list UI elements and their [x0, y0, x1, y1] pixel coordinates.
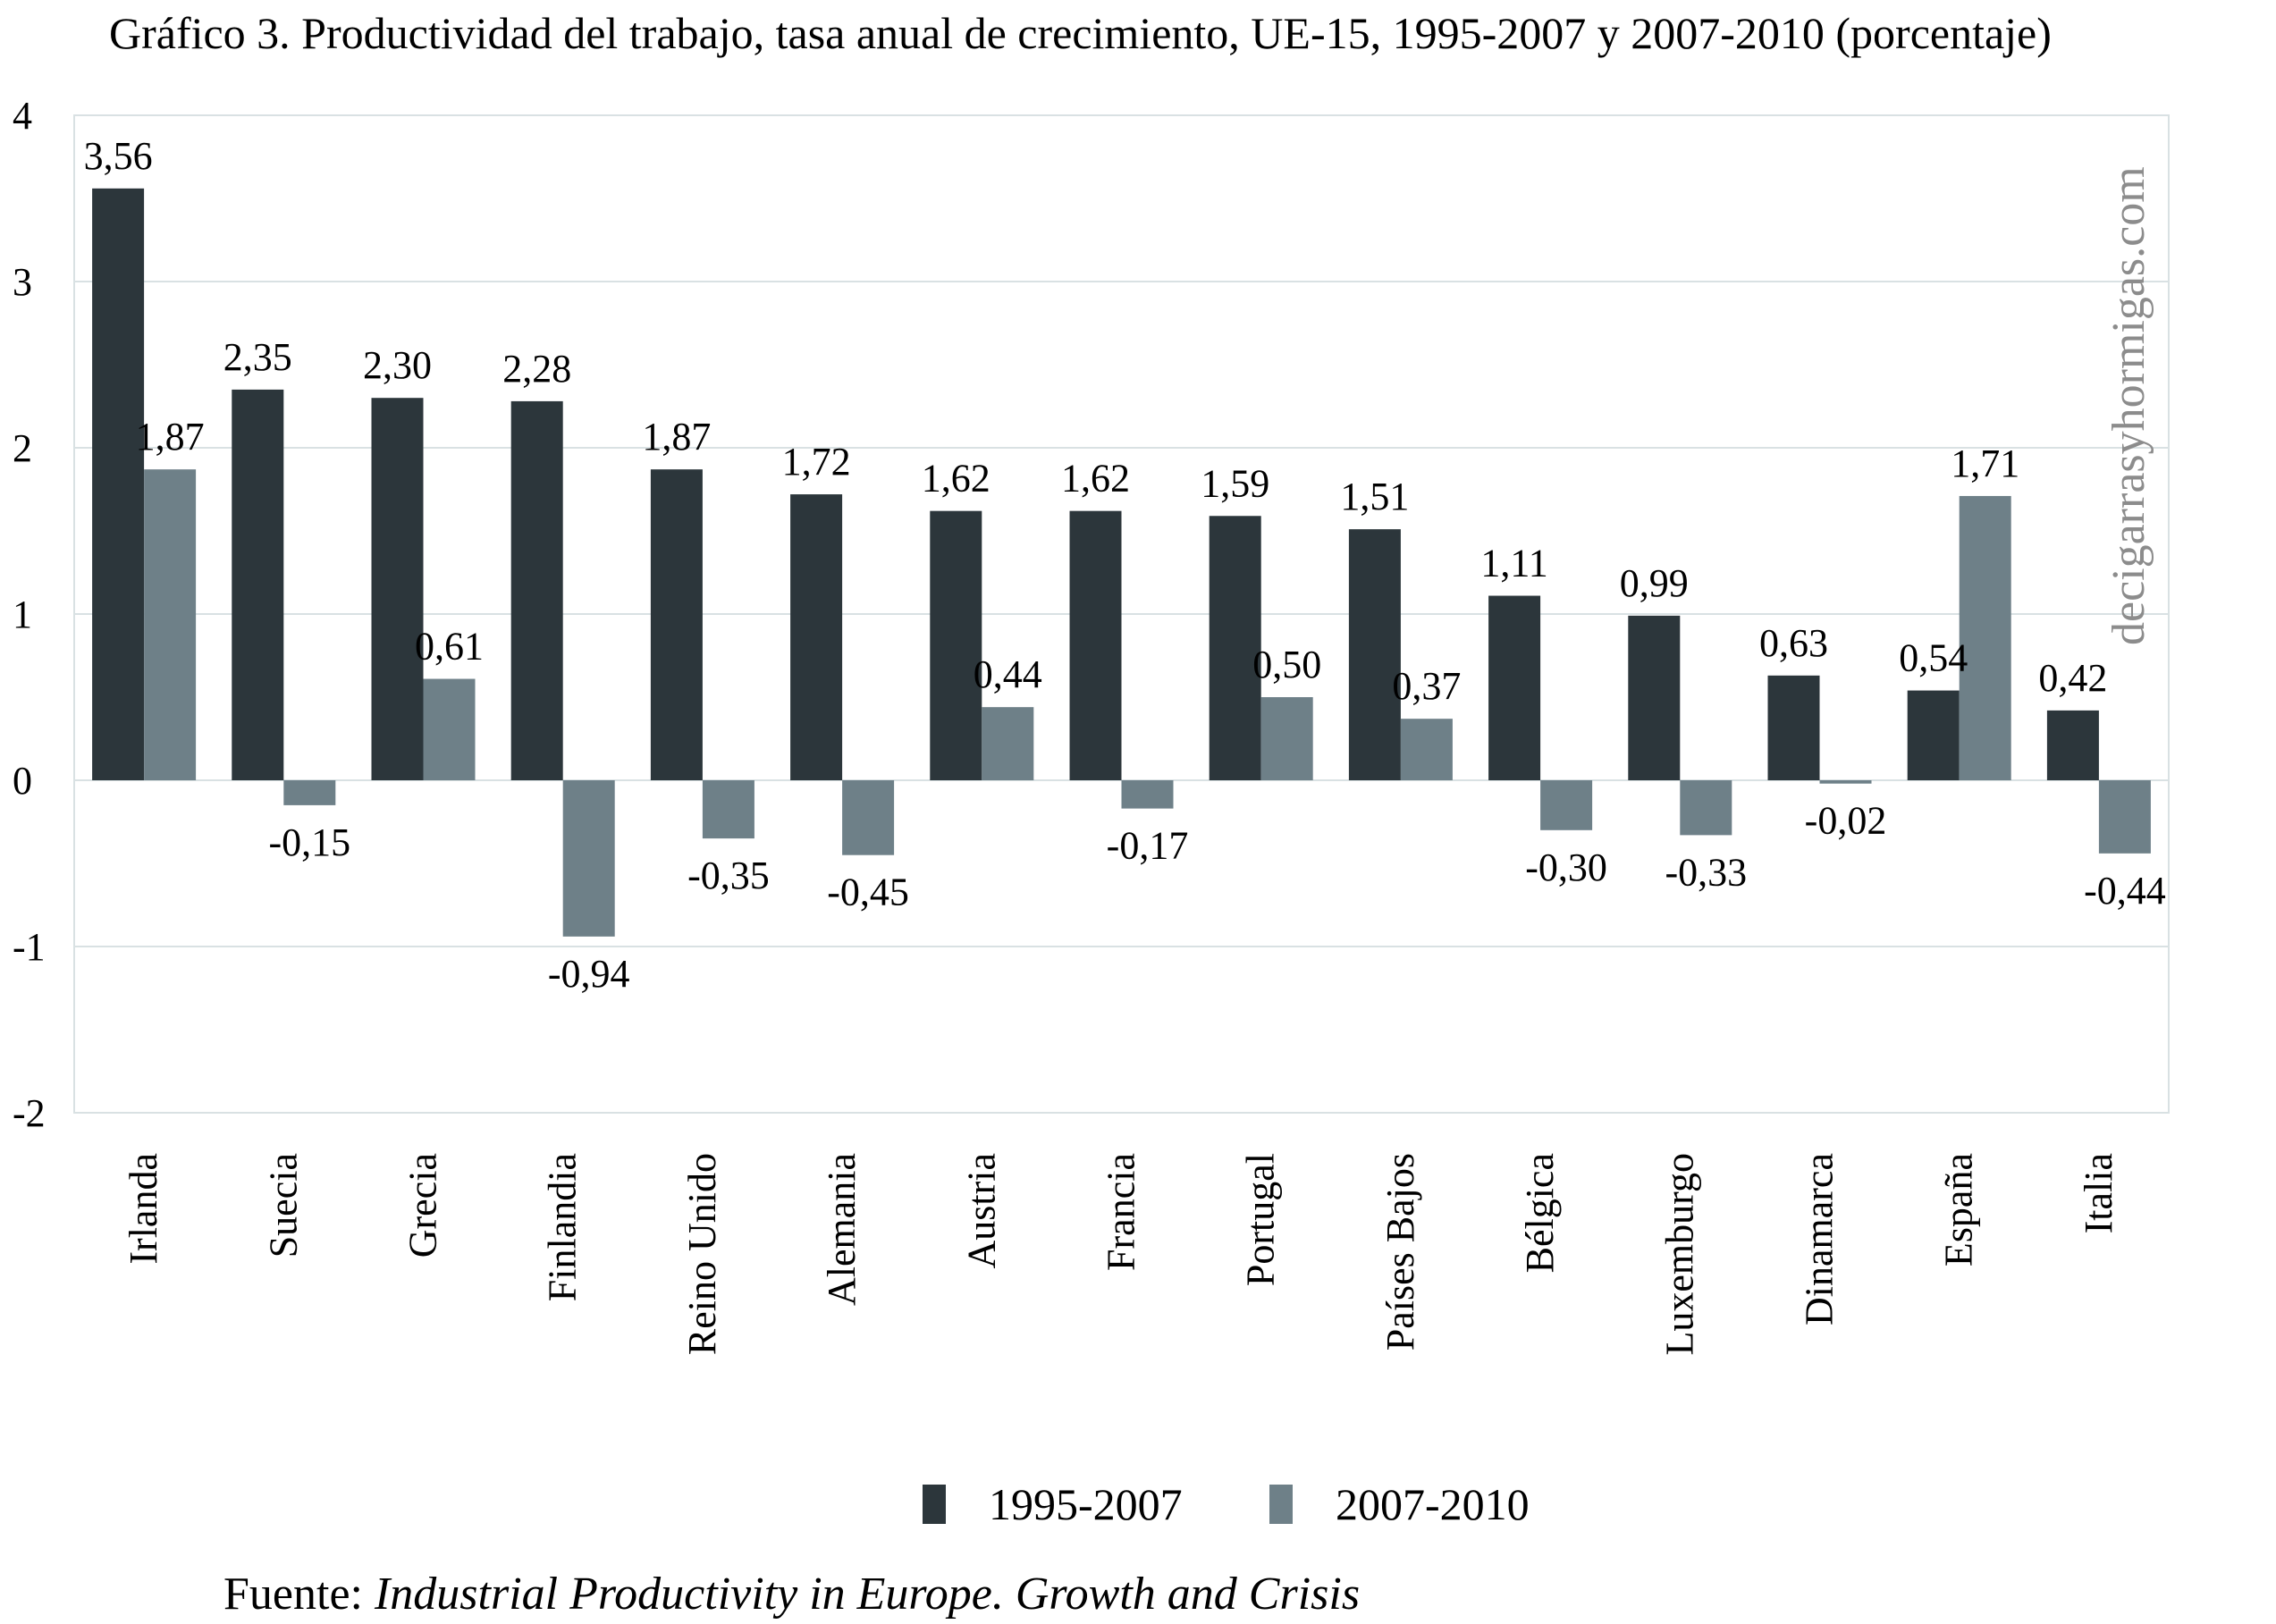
data-label: -0,44: [2084, 869, 2166, 913]
x-tick-label: Irlanda: [122, 1153, 165, 1265]
bar-2007-2010: [1680, 780, 1732, 836]
data-label: -0,30: [1525, 846, 1607, 889]
bar-2007-2010: [1540, 780, 1593, 830]
x-tick-label: Italia: [2077, 1153, 2120, 1233]
bar-1995-2007: [232, 389, 284, 780]
x-tick-label: Portugal: [1239, 1153, 1283, 1286]
bar-2007-2010: [1260, 697, 1313, 780]
data-label: 1,62: [1061, 457, 1130, 501]
bar-1995-2007: [930, 510, 982, 780]
bar-1995-2007: [1767, 675, 1820, 780]
x-tick-label: Austria: [959, 1153, 1003, 1269]
data-label: -0,02: [1805, 799, 1887, 843]
bar-1995-2007: [1209, 516, 1261, 780]
data-label: 0,42: [2038, 656, 2107, 700]
source-title: Industrial Productivity in Europe. Growt…: [374, 1569, 1360, 1620]
data-label: -0,45: [827, 871, 909, 914]
data-label: 0,44: [974, 652, 1042, 696]
data-label: 2,28: [502, 347, 571, 391]
source-note: Fuente: Industrial Productivity in Europ…: [223, 1569, 1360, 1620]
data-label: 1,87: [136, 415, 205, 459]
data-label: 0,61: [415, 625, 484, 669]
x-tick-label: Finlandia: [541, 1153, 585, 1301]
bar-2007-2010: [702, 780, 754, 839]
bar-2007-2010: [283, 780, 336, 805]
x-tick-label: Suecia: [261, 1153, 305, 1258]
data-label: -0,94: [548, 952, 630, 996]
x-tick-label: Bélgica: [1518, 1153, 1562, 1273]
data-label: 3,56: [84, 134, 153, 178]
data-label: -0,33: [1665, 850, 1747, 894]
data-label: -0,15: [268, 820, 350, 864]
bar-1995-2007: [650, 469, 703, 780]
bars: [92, 188, 2151, 937]
bar-2007-2010: [144, 469, 197, 780]
data-label: 1,11: [1480, 542, 1547, 585]
data-label: 1,87: [642, 415, 711, 459]
data-label: -0,35: [687, 854, 770, 897]
data-label: 0,54: [1899, 636, 1968, 680]
legend-swatch-1995-2007: [923, 1485, 946, 1524]
x-tick-label: Reino Unido: [680, 1153, 724, 1355]
x-tick-label: Francia: [1100, 1153, 1143, 1271]
x-tick-label: Alemania: [820, 1153, 864, 1306]
x-tick-label: Dinamarca: [1798, 1153, 1842, 1325]
data-label: 2,35: [223, 335, 292, 379]
bar-2007-2010: [2098, 780, 2151, 854]
bar-1995-2007: [510, 400, 563, 780]
source-prefix: Fuente:: [223, 1569, 375, 1620]
bar-1995-2007: [92, 188, 145, 781]
y-tick-label: 1: [13, 593, 32, 636]
legend-label-1995-2007: 1995-2007: [989, 1479, 1183, 1529]
legend-swatch-2007-2010: [1269, 1485, 1293, 1524]
data-label: 1,72: [782, 440, 851, 484]
bar-2007-2010: [1400, 719, 1453, 780]
legend-label-2007-2010: 2007-2010: [1336, 1479, 1530, 1529]
bar-1995-2007: [2046, 710, 2099, 780]
y-tick-label: -2: [13, 1091, 46, 1135]
y-tick-label: 2: [13, 426, 32, 470]
bar-2007-2010: [982, 707, 1034, 780]
bar-1995-2007: [1488, 595, 1541, 780]
x-tick-label: España: [1937, 1153, 1981, 1266]
data-label: 0,63: [1759, 621, 1828, 665]
data-labels: 3,56 1,87 2,35 -0,15 2,30 0,61 2,28 -0,94 1,87 -0…: [84, 134, 2166, 996]
bar-2007-2010: [562, 780, 615, 937]
data-label: 1,71: [1951, 442, 2019, 485]
data-label: 0,50: [1252, 643, 1321, 686]
x-tick-label: Luxemburgo: [1657, 1153, 1701, 1356]
data-label: -0,17: [1107, 824, 1189, 868]
chart-title: Gráfico 3. Productividad del trabajo, ta…: [109, 8, 2052, 58]
bar-1995-2007: [1628, 615, 1681, 780]
y-tick-label: -1: [13, 925, 46, 969]
x-axis: Irlanda Suecia Grecia Finlandia Reino Unido A…: [122, 1153, 2120, 1356]
watermark: decigarrasyhormigas.com: [2103, 166, 2154, 645]
bar-2007-2010: [842, 780, 895, 855]
y-tick-label: 4: [13, 94, 32, 138]
x-tick-label: Grecia: [401, 1153, 445, 1258]
data-label: 1,59: [1201, 461, 1269, 505]
bar-1995-2007: [1069, 510, 1122, 780]
bar-2007-2010: [1959, 495, 2011, 780]
data-label: 0,37: [1392, 664, 1461, 708]
bar-1995-2007: [1907, 690, 1960, 780]
bar-1995-2007: [790, 494, 843, 780]
data-label: 0,99: [1620, 561, 1689, 605]
bar-1995-2007: [1348, 529, 1401, 780]
data-label: 2,30: [363, 343, 432, 387]
legend: 1995-2007 2007-2010: [923, 1479, 1530, 1529]
data-label: 1,51: [1340, 475, 1409, 518]
x-tick-label: Países Bajos: [1378, 1153, 1422, 1351]
y-axis: 4 3 2 1 0 -1 -2: [13, 94, 46, 1135]
y-tick-label: 0: [13, 759, 32, 803]
y-tick-label: 3: [13, 260, 32, 304]
bar-2007-2010: [1819, 780, 1872, 784]
bar-2007-2010: [423, 678, 476, 780]
data-label: 1,62: [922, 457, 990, 501]
bar-1995-2007: [371, 398, 424, 780]
bar-2007-2010: [1121, 780, 1174, 809]
